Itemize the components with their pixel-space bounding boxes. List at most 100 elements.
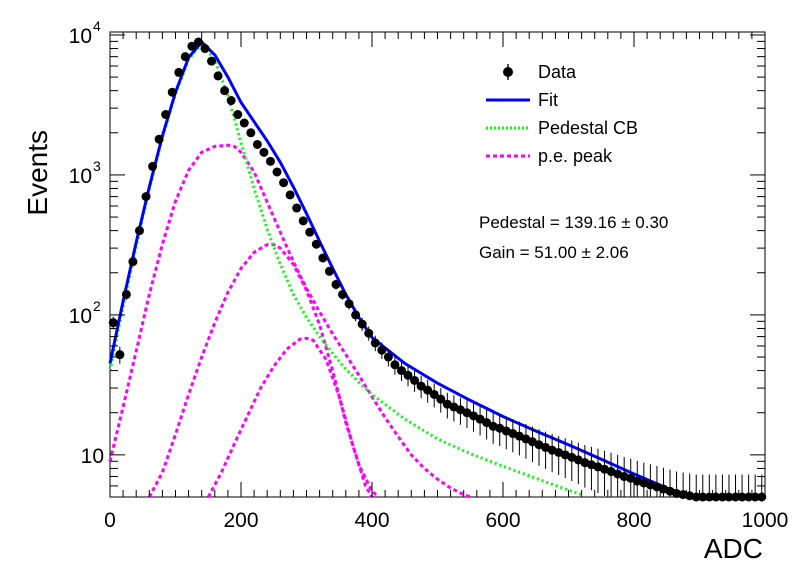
x-tick-label: 0: [104, 509, 116, 532]
data-point: [318, 253, 328, 263]
data-point: [390, 360, 400, 370]
data-point: [298, 216, 308, 226]
x-tick-label: 400: [354, 509, 389, 532]
data-point: [429, 389, 439, 399]
y-tick-label: 10: [69, 165, 92, 188]
data-point: [134, 226, 144, 236]
y-tick-exponent: 4: [93, 18, 101, 34]
curves: [108, 39, 694, 499]
data-point: [396, 366, 406, 376]
data-point: [403, 370, 413, 380]
data-point: [370, 338, 380, 348]
data-point: [324, 266, 334, 276]
data-point: [724, 492, 734, 502]
data-point: [252, 139, 262, 149]
data-point: [128, 257, 138, 267]
annotation-pedestal: Pedestal = 139.16 ± 0.30: [479, 213, 668, 232]
pedestal-curve: [108, 41, 583, 497]
data-point: [148, 161, 158, 171]
y-tick-exponent: 2: [93, 298, 101, 314]
data-point: [351, 310, 361, 320]
data-point: [285, 190, 295, 200]
legend-label-data: Data: [538, 62, 577, 82]
data-point: [691, 492, 701, 502]
y-tick-exponent: 3: [93, 158, 101, 174]
y-axis-title: Events: [22, 130, 53, 216]
x-tick-label: 1000: [742, 509, 789, 532]
data-point: [357, 319, 367, 329]
data-point: [344, 299, 354, 309]
legend-label-pedestal: Pedestal CB: [538, 118, 638, 138]
data-point: [423, 385, 433, 395]
legend-entry-fit: Fit: [486, 90, 558, 110]
data-point: [265, 156, 275, 166]
legend-entry-pedestal: Pedestal CB: [486, 118, 638, 138]
plot-frame-box: [109, 31, 766, 498]
data-point: [737, 492, 747, 502]
y-tick-label: 10: [69, 25, 92, 48]
data-point: [311, 239, 321, 249]
data-point: [750, 492, 760, 502]
pe-peak-curve-1: [108, 143, 471, 499]
data-point: [200, 44, 210, 54]
data-point: [174, 67, 184, 77]
fit-curve: [108, 39, 694, 499]
legend-label-fit: Fit: [538, 90, 558, 110]
data-point: [698, 492, 708, 502]
x-tick-label: 800: [616, 509, 651, 532]
data-point: [115, 350, 125, 360]
data-point: [744, 492, 754, 502]
data-point: [167, 87, 177, 97]
data-point: [161, 110, 171, 120]
data-point: [180, 52, 190, 62]
data-point: [731, 492, 741, 502]
data-point: [482, 418, 492, 428]
data-point: [187, 41, 197, 51]
data-point: [436, 394, 446, 404]
data-point: [410, 375, 420, 385]
data-point: [193, 37, 203, 47]
axis-ticks: [109, 32, 766, 498]
x-tick-label: 600: [485, 509, 520, 532]
data-point: [364, 328, 374, 338]
data-points: [108, 37, 767, 502]
pe-peak-curve-3: [206, 336, 374, 498]
data-point: [154, 134, 164, 144]
data-point: [377, 345, 387, 355]
legend-entry-pe-peak: p.e. peak: [486, 146, 613, 166]
data-point: [711, 492, 721, 502]
data-point: [141, 192, 151, 202]
data-point: [213, 71, 223, 81]
data-point: [416, 381, 426, 391]
data-point: [207, 56, 217, 66]
data-point: [233, 110, 243, 120]
y-tick-label: 10: [81, 445, 104, 468]
legend-label-pe-peak: p.e. peak: [538, 146, 613, 166]
data-point: [272, 167, 282, 177]
pe-peak-curve-2: [147, 243, 380, 499]
data-point: [239, 118, 249, 128]
data-point: [292, 203, 302, 213]
data-point: [704, 492, 714, 502]
legend: Data Fit Pedestal CB p.e. peak: [486, 62, 638, 166]
data-point: [220, 86, 230, 96]
data-point: [305, 227, 315, 237]
data-point: [717, 492, 727, 502]
legend-entry-data: Data: [503, 62, 577, 82]
data-point: [246, 128, 256, 138]
data-point: [338, 289, 348, 299]
data-point: [121, 289, 131, 299]
data-point: [383, 352, 393, 362]
data-point: [279, 178, 289, 188]
annotation-gain: Gain = 51.00 ± 2.06: [479, 243, 629, 262]
data-point: [108, 318, 118, 328]
x-tick-label: 200: [223, 509, 258, 532]
data-point: [331, 279, 341, 289]
data-point: [226, 96, 236, 106]
x-axis-title: ADC: [704, 533, 763, 564]
y-tick-label: 10: [69, 305, 92, 328]
plot-frame: [109, 31, 766, 498]
data-point: [259, 147, 269, 157]
